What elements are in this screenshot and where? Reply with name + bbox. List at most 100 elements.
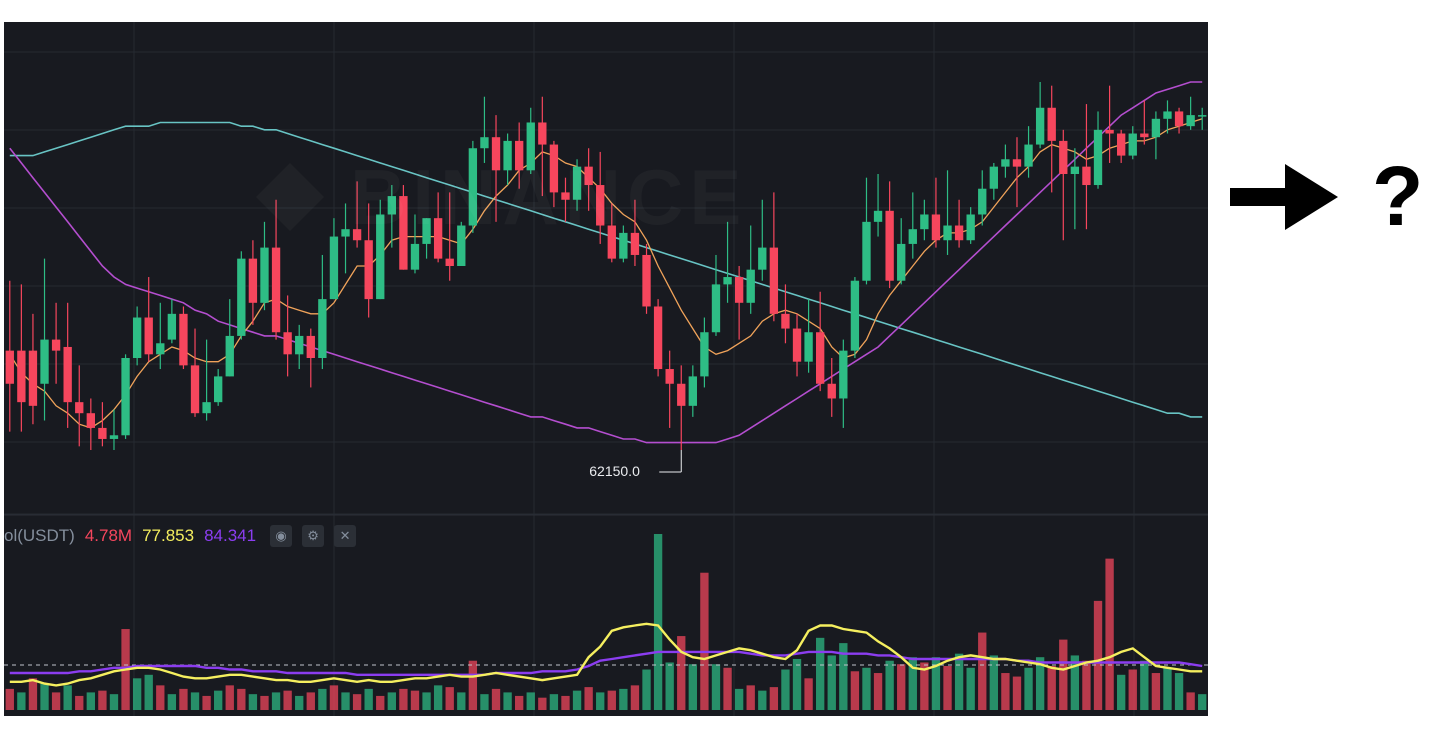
volume-bar [51, 692, 61, 710]
volume-bar [1163, 667, 1172, 710]
volume-bar [98, 690, 107, 710]
candle-body [399, 196, 408, 270]
volume-bar [491, 688, 501, 710]
candle-body [457, 225, 466, 266]
candle-body [40, 339, 49, 384]
volume-bar [549, 694, 559, 710]
volume-bar [503, 692, 512, 710]
candle-body [897, 243, 906, 281]
candle-body [850, 280, 860, 351]
volume-bar [584, 687, 593, 710]
volume-bar [295, 695, 304, 710]
candle-body [873, 210, 883, 222]
candle-body [943, 225, 952, 241]
volume-bar [144, 674, 153, 710]
volume-bar [260, 695, 269, 710]
candle-body [827, 383, 836, 399]
volume-bar [399, 688, 408, 710]
candle-body [109, 435, 119, 439]
volume-bar [897, 664, 906, 710]
volume-bar [561, 695, 570, 710]
volume-bar [225, 685, 234, 710]
volume-bar [1047, 666, 1056, 710]
volume-bar [653, 534, 663, 710]
volume-bar [329, 685, 339, 710]
binance-watermark: BINANCE [266, 152, 747, 243]
ma-mid-line [9, 81, 1203, 444]
volume-bar [422, 692, 431, 710]
candle-body [804, 332, 813, 362]
volume-bar [28, 678, 38, 710]
volume-bar [1093, 600, 1103, 710]
candle-body [422, 218, 431, 244]
volume-ma-fast-value: 77.853 [142, 526, 195, 545]
volume-bar [1140, 660, 1149, 710]
candle-body [364, 240, 373, 300]
candle-body [538, 122, 547, 145]
volume-bar [827, 655, 836, 710]
candle-body [515, 140, 524, 171]
candle-body [132, 317, 142, 358]
volume-bar [781, 669, 790, 710]
volume-bar [978, 632, 987, 710]
candle-body [214, 376, 223, 403]
candle-body [596, 185, 605, 226]
candle-body [1070, 166, 1080, 174]
candle-body [781, 313, 790, 329]
volume-bar [677, 636, 686, 710]
volume-bar [445, 687, 454, 710]
candle-body [1174, 111, 1184, 127]
candle-body [653, 306, 663, 370]
volume-bar [248, 694, 258, 710]
volume-bar [816, 637, 825, 710]
candle-body [607, 225, 616, 259]
candle-body [225, 335, 234, 377]
candle-body [688, 376, 697, 406]
volume-bar [237, 688, 246, 710]
candle-body [642, 254, 651, 307]
eye-icon[interactable]: ◉ [270, 525, 293, 547]
close-icon[interactable]: ✕ [334, 525, 357, 547]
candle-body [1198, 115, 1207, 117]
candle-body [1059, 140, 1068, 174]
candle-body [433, 218, 443, 259]
volume-bar [167, 694, 177, 710]
volume-bar [1186, 692, 1195, 710]
volume-ma-slow-line [9, 650, 1203, 676]
candle-body [908, 229, 917, 244]
candle-body [190, 365, 200, 414]
volume-bar [804, 678, 813, 710]
candle-body [746, 269, 755, 303]
candle-body [619, 232, 628, 259]
volume-bar [515, 695, 524, 710]
candle-body [144, 317, 153, 355]
candle-body [1105, 129, 1114, 134]
volume-bar [306, 692, 315, 710]
volume-bar [1117, 674, 1126, 710]
volume-bar [341, 692, 350, 710]
candle-body [306, 335, 315, 358]
volume-bar [40, 683, 49, 710]
candle-body [885, 210, 894, 281]
volume-bar [190, 692, 200, 710]
volume-bar [480, 694, 489, 710]
candle-body [121, 358, 130, 436]
candle-body [1035, 107, 1045, 145]
volume-bar [352, 694, 362, 710]
candle-body [341, 229, 350, 237]
gear-icon[interactable]: ⚙ [302, 525, 325, 547]
volume-bar [1059, 639, 1068, 710]
candle-body [665, 369, 674, 384]
volume-bar [700, 572, 709, 710]
arrow-shaft [1230, 188, 1290, 206]
candle-body [75, 402, 84, 414]
candle-body [468, 148, 478, 226]
volume-bar [1198, 694, 1207, 710]
volume-bar [885, 660, 894, 710]
volume-bar [214, 690, 223, 710]
volume-bar [1012, 676, 1022, 710]
candle-body [862, 221, 871, 281]
candle-body [630, 232, 640, 255]
volume-bar [1128, 669, 1137, 710]
volume-bar [538, 697, 547, 710]
